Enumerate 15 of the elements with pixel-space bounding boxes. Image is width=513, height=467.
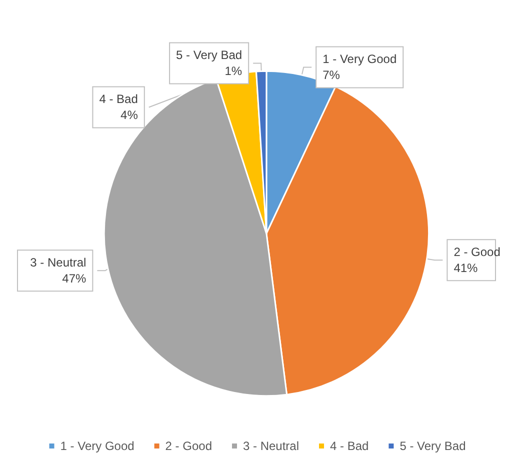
slice-label: 1 - Very Good xyxy=(322,52,397,66)
legend-label: 2 - Good xyxy=(165,439,212,453)
legend-label: 4 - Bad xyxy=(330,439,369,453)
data-label: 1% xyxy=(224,64,242,78)
data-label: 41% xyxy=(454,261,478,276)
slice-label: 4 - Bad xyxy=(99,92,138,106)
legend-label: 3 - Neutral xyxy=(242,439,300,453)
slice-label: 5 - Very Bad xyxy=(176,48,242,62)
legend-label: 1 - Very Good xyxy=(60,439,134,453)
slice-label: 3 - Neutral xyxy=(30,256,86,270)
legend-label: 5 - Very Bad xyxy=(400,439,466,453)
slice-label: 2 - Good xyxy=(454,245,500,260)
data-label: 47% xyxy=(62,272,86,286)
data-label: 4% xyxy=(120,108,138,122)
data-label: 7% xyxy=(322,68,340,82)
